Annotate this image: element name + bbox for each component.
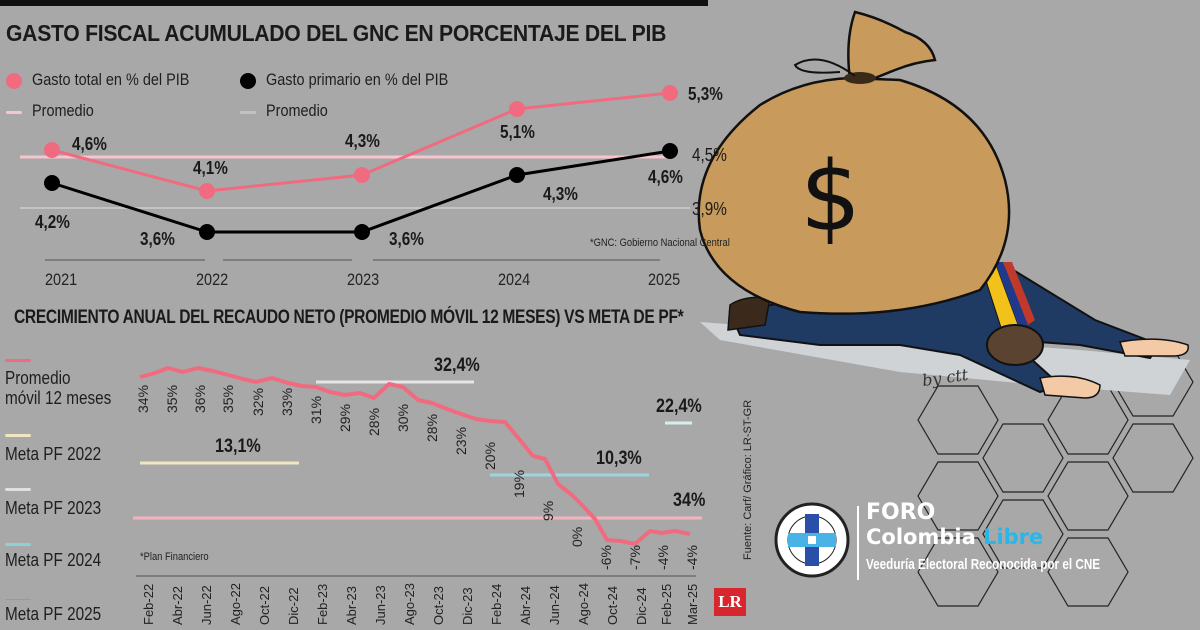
legend-meta2024-marker <box>5 543 31 546</box>
legend-meta2023-marker <box>5 488 31 491</box>
label-prim-2023: 3,6% <box>389 229 424 249</box>
brand-line2: Colombia Libre <box>866 526 1043 548</box>
month-label: Ago-23 <box>402 583 417 625</box>
brand-tagline: Veeduría Electoral Reconocida por el CNE <box>866 556 1101 573</box>
label-total-2024: 5,1% <box>500 122 535 142</box>
label-prim-2024: 4,3% <box>543 184 578 204</box>
label-total-2021: 4,6% <box>72 134 107 154</box>
value-label: 9% <box>540 500 556 521</box>
value-label: 28% <box>424 413 440 442</box>
meta2025-value: 22,4% <box>656 396 702 417</box>
month-label: Feb-25 <box>659 583 674 625</box>
value-label: 0% <box>569 526 585 547</box>
label-prim-2025: 4,6% <box>648 167 683 187</box>
meta-34-value: 34% <box>673 490 706 511</box>
value-label: 34% <box>135 384 151 413</box>
month-label: Jun-22 <box>199 585 214 625</box>
month-label: Ago-24 <box>576 583 591 625</box>
month-label: Ago-22 <box>228 583 243 625</box>
year-2022: 2022 <box>196 270 229 289</box>
month-label: Mar-25 <box>685 583 700 625</box>
value-label: 35% <box>164 384 180 413</box>
legend-primario-marker <box>240 73 256 89</box>
meta2022-value: 13,1% <box>215 436 261 457</box>
legend-meta2023-label: Meta PF 2023 <box>5 498 102 518</box>
value-label: -4% <box>684 545 700 570</box>
month-label: Dic-24 <box>634 587 649 625</box>
value-label: 33% <box>279 387 295 416</box>
value-label: 31% <box>308 395 324 424</box>
legend-meta2025-marker <box>5 599 31 600</box>
label-total-2025: 5,3% <box>688 84 723 104</box>
value-label: 29% <box>337 403 353 432</box>
chart2-note: *Plan Financiero <box>140 551 209 563</box>
label-avg-total: 4,5% <box>692 145 727 165</box>
value-label: -7% <box>627 545 643 570</box>
month-label: Abr-22 <box>170 585 185 625</box>
value-label: -4% <box>655 545 671 570</box>
chart1-note: *GNC: Gobierno Nacional Central <box>590 237 730 249</box>
chart1-title: GASTO FISCAL ACUMULADO DEL GNC EN PORCEN… <box>6 20 667 46</box>
legend-prom2-marker <box>240 111 256 114</box>
value-label: 28% <box>366 407 382 436</box>
label-avg-primario: 3,9% <box>692 199 727 219</box>
value-label: 35% <box>220 384 236 413</box>
year-2023: 2023 <box>347 270 380 289</box>
month-label: Abr-23 <box>344 585 359 625</box>
label-prim-2022: 3,6% <box>140 229 175 249</box>
svg-text:$: $ <box>800 141 861 253</box>
brand-divider <box>857 506 859 580</box>
value-label: 32% <box>250 387 266 416</box>
source-note: Fuente: Carf/ Gráfico: LR-ST-GR <box>742 399 754 560</box>
legend-meta2025-label: Meta PF 2025 <box>5 604 102 624</box>
legend-meta2022-label: Meta PF 2022 <box>5 444 102 464</box>
legend-prom2-label: Promedio <box>266 101 328 120</box>
value-label: -6% <box>598 545 614 570</box>
month-label: Dic-22 <box>286 587 301 625</box>
month-label: Jun-24 <box>547 585 562 625</box>
meta2023-value: 32,4% <box>434 355 480 376</box>
value-label: 19% <box>511 469 527 498</box>
value-label: 23% <box>453 426 469 455</box>
month-label: Abr-24 <box>518 585 533 625</box>
legend-prom1-label: Promedio <box>32 101 94 120</box>
legend-total-marker <box>6 73 22 89</box>
value-label: 20% <box>482 441 498 470</box>
year-2021: 2021 <box>45 270 78 289</box>
value-label: 36% <box>192 384 208 413</box>
year-2024: 2024 <box>498 270 531 289</box>
month-label: Oct-23 <box>431 585 446 625</box>
legend-promedio-line1: Promedio <box>5 368 71 388</box>
legend-meta2022-marker <box>5 434 31 437</box>
label-total-2023: 4,3% <box>345 131 380 151</box>
month-label: Feb-24 <box>489 583 504 625</box>
legend-promedio-line2: móvil 12 meses <box>5 388 112 408</box>
lr-logo: LR <box>714 588 746 616</box>
label-total-2022: 4,1% <box>193 158 228 178</box>
top-rule <box>0 0 708 6</box>
brand-line1: FORO <box>866 500 936 525</box>
meta2024-value: 10,3% <box>596 448 642 469</box>
month-label: Jun-23 <box>373 585 388 625</box>
month-label: Oct-24 <box>605 585 620 625</box>
brand-libre: Libre <box>983 525 1044 549</box>
chart2-title: CRECIMIENTO ANUAL DEL RECAUDO NETO (PROM… <box>14 307 684 328</box>
year-2025: 2025 <box>648 270 681 289</box>
legend-meta2024-label: Meta PF 2024 <box>5 550 102 570</box>
money-bag-illustration: $ <box>697 10 1011 315</box>
legend-prom1-marker <box>6 111 22 114</box>
brand-colombia: Colombia <box>866 525 976 549</box>
label-prim-2021: 4,2% <box>35 212 70 232</box>
month-label: Oct-22 <box>257 585 272 625</box>
month-label: Feb-22 <box>141 583 156 625</box>
legend-primario-label: Gasto primario en % del PIB <box>266 70 449 89</box>
month-label: Feb-23 <box>315 583 330 625</box>
value-label: 30% <box>395 403 411 432</box>
month-label: Dic-23 <box>460 587 475 625</box>
legend-total-label: Gasto total en % del PIB <box>32 70 190 89</box>
legend-promedio-marker <box>5 359 31 362</box>
